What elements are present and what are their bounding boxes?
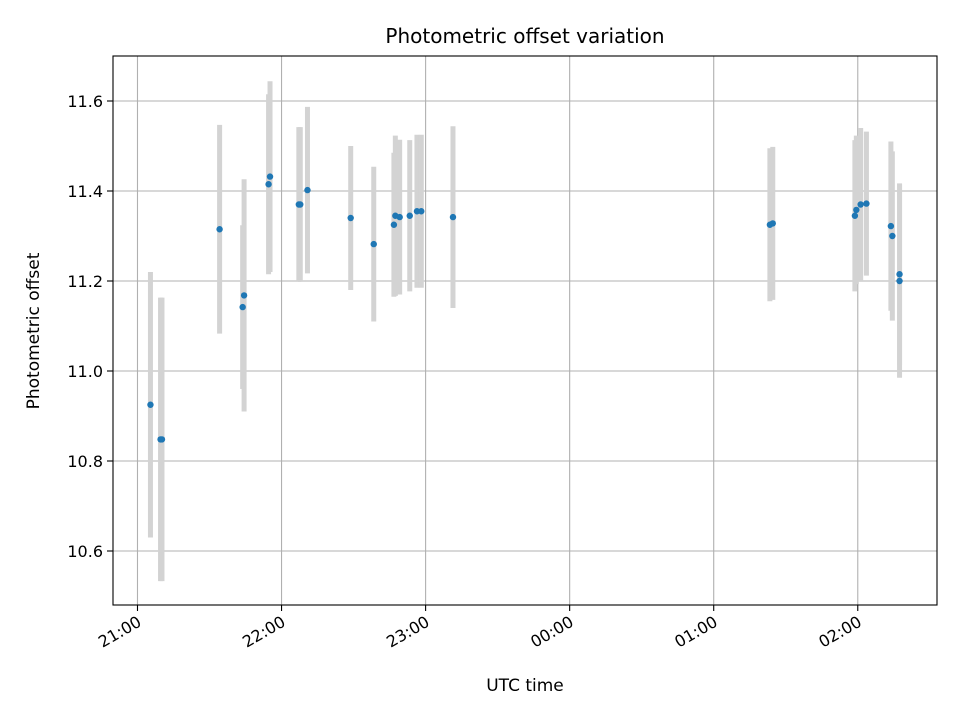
data-point [147, 401, 154, 408]
data-point [347, 214, 354, 222]
y-tick-label: 11.6 [67, 92, 103, 111]
x-axis-title: UTC time [486, 676, 564, 696]
data-point [887, 222, 895, 230]
data-point [240, 292, 248, 299]
data-point [265, 181, 272, 188]
data-point [304, 186, 311, 194]
data-point [216, 226, 223, 233]
plot-frame [112, 55, 938, 606]
y-tick-label: 11.4 [67, 182, 103, 201]
point-layer [147, 173, 903, 443]
data-point [370, 240, 377, 248]
data-point [239, 303, 246, 311]
data-point [406, 212, 413, 219]
tick-layer: 21:00 22:00 23:00 00:00 01:00 02:0010.610.811… [67, 92, 864, 652]
data-point [889, 232, 896, 240]
y-tick-label: 11.2 [67, 272, 103, 291]
y-axis-title: Photometric offset [24, 252, 44, 409]
data-point [896, 271, 903, 278]
data-point [418, 208, 425, 215]
data-point [769, 220, 776, 227]
data-point [297, 201, 304, 208]
data-point [853, 206, 860, 214]
y-tick-label: 10.6 [67, 542, 103, 561]
data-point [851, 212, 859, 219]
data-point [390, 221, 398, 228]
data-point [158, 436, 166, 443]
data-point [863, 200, 870, 207]
data-point [396, 213, 403, 221]
data-point [266, 173, 274, 180]
chart-title: Photometric offset variation [385, 24, 664, 48]
y-tick-label: 11.0 [67, 362, 103, 381]
data-point [857, 201, 864, 208]
y-tick-label: 10.8 [67, 452, 103, 471]
data-point [449, 213, 457, 221]
data-point [896, 277, 903, 285]
